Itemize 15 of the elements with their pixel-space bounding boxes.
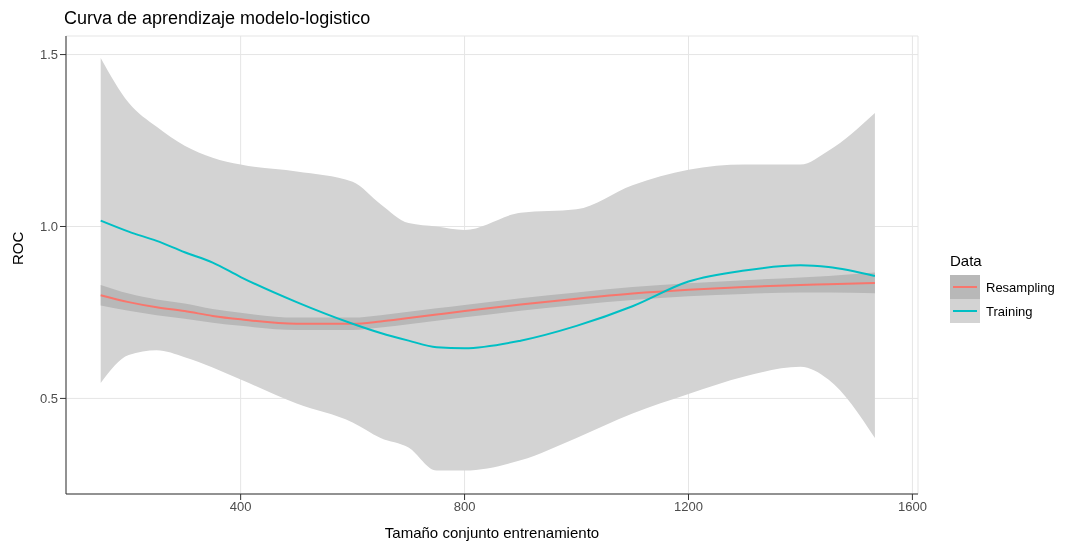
y-tick-label: 0.5	[39, 391, 58, 407]
y-axis-title: ROC	[9, 231, 27, 265]
x-tick-label: 1200	[674, 499, 703, 515]
y-tick-label: 1.0	[39, 219, 58, 235]
y-tick-label: 1.5	[39, 47, 58, 63]
legend-label: Training	[986, 303, 1033, 319]
line-series	[99, 281, 876, 325]
x-tick-label: 800	[453, 499, 476, 515]
x-axis-title: Tamaño conjunto entrenamiento	[384, 524, 600, 541]
x-tick-label: 1600	[897, 499, 927, 515]
line-series	[99, 219, 876, 350]
x-tick-label: 400	[229, 499, 252, 515]
legend-label: Resampling	[986, 279, 1055, 295]
chart-title: Curva de aprendizaje modelo-logistico	[64, 8, 372, 30]
legend-title: Data	[950, 252, 983, 269]
